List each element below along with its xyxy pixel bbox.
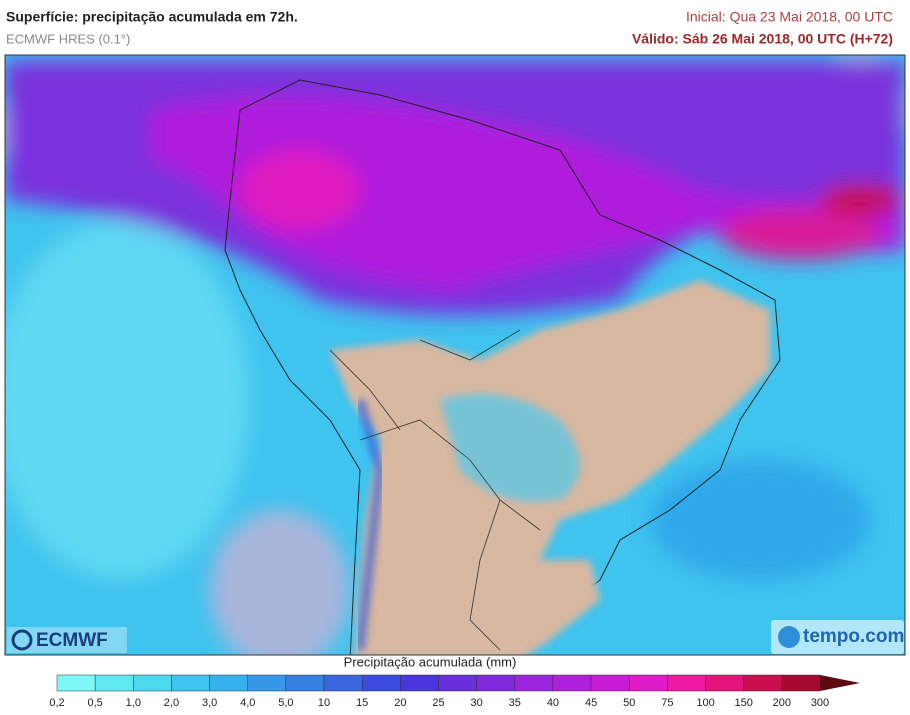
colorbar-tick-label: 0,5 [88, 697, 103, 709]
colorbar-swatch [94, 674, 134, 692]
ecmwf-logo: ECMWF [7, 627, 127, 653]
colorbar-swatch [514, 674, 554, 692]
colorbar-swatch [209, 674, 249, 692]
colorbar-swatch [361, 674, 401, 692]
colorbar-swatch [743, 674, 783, 692]
colorbar-tick-label: 35 [509, 697, 521, 709]
colorbar-swatch [171, 674, 210, 692]
ecmwf-logo-text: ECMWF [36, 630, 108, 651]
colorbar-tick-label: 20 [394, 697, 406, 709]
colorbar-swatch [133, 674, 172, 692]
colorbar-swatch [285, 674, 325, 692]
colorbar-tick-label: 40 [547, 697, 559, 709]
colorbar-tick-label: 25 [432, 697, 444, 709]
coastline [224, 79, 781, 655]
colorbar: 0,2 0,5 1,0 2,0 3,0 4,0 5,0 10 15 20 25 30 35 40 45 50 7… [49, 674, 860, 709]
colorbar-tick-label: 4,0 [240, 697, 255, 709]
colorbar-tick-label: 300 [811, 697, 829, 709]
colorbar-swatch [590, 674, 630, 692]
colorbar-swatch [438, 674, 477, 692]
model-name: ECMWF HRES (0.1°) [6, 31, 130, 46]
colorbar-tick-label: 1,0 [126, 697, 141, 709]
colorbar-tick-label: 50 [623, 697, 635, 709]
colorbar-overflow [820, 675, 860, 691]
colorbar-tick-label: 100 [696, 697, 714, 709]
colorbar-tick-label: 45 [585, 697, 597, 709]
colorbar-swatch [476, 674, 516, 692]
colorbar-swatch [629, 674, 668, 692]
map [5, 55, 905, 655]
valid-time: Válido: Sáb 26 Mai 2018, 00 UTC (H+72) [632, 31, 893, 47]
colorbar-swatch [705, 674, 744, 692]
colorbar-tick-label: 30 [471, 697, 483, 709]
colorbar-swatch [552, 674, 592, 692]
tempo-logo: tempo.com [771, 620, 904, 654]
colorbar-swatch [56, 674, 96, 692]
colorbar-swatch [247, 674, 287, 692]
colorbar-swatch [781, 674, 821, 692]
colorbar-tick-label: 0,2 [49, 697, 64, 709]
colorbar-swatch [323, 674, 363, 692]
colorbar-tick-label: 150 [735, 697, 753, 709]
colorbar-tick-label: 75 [661, 697, 673, 709]
colorbar-tick-label: 3,0 [202, 697, 217, 709]
colorbar-tick-label: 15 [356, 697, 368, 709]
colorbar-tick-label: 5,0 [278, 697, 293, 709]
map-title: Superfície: precipitação acumulada em 72… [6, 9, 298, 25]
initial-time: Inicial: Qua 23 Mai 2018, 00 UTC [686, 9, 893, 25]
tempo-logo-text: tempo.com [803, 626, 904, 647]
colorbar-swatch [667, 674, 706, 692]
colorbar-tick-label: 10 [318, 697, 330, 709]
colorbar-label: Precipitação acumulada (mm) [344, 654, 517, 669]
colorbar-tick-label: 2,0 [164, 697, 179, 709]
colorbar-tick-label: 200 [773, 697, 791, 709]
colorbar-swatch [400, 674, 439, 692]
